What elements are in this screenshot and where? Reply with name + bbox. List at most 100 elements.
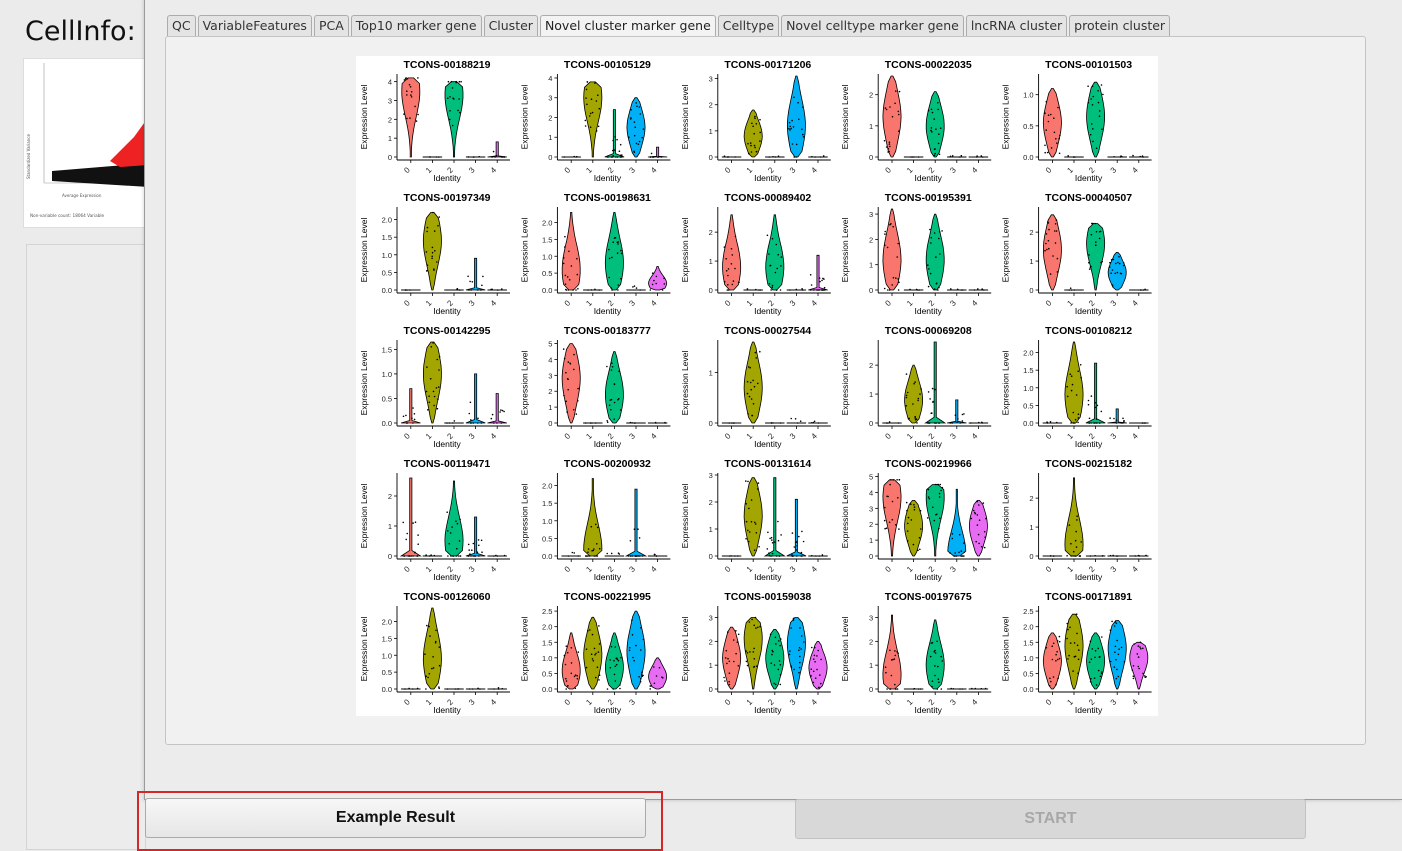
- cell-point: [618, 150, 621, 152]
- example-result-button[interactable]: Example Result: [145, 798, 646, 838]
- cell-point: [587, 629, 589, 632]
- cell-point: [406, 94, 408, 96]
- cell-point: [405, 414, 407, 417]
- cell-point: [772, 155, 774, 158]
- cell-point: [771, 237, 774, 240]
- cell-point: [771, 542, 774, 544]
- x-tick-label: 0: [563, 564, 573, 574]
- cell-point: [913, 503, 915, 506]
- cell-point: [935, 256, 937, 258]
- tab-qc[interactable]: QC: [167, 15, 196, 36]
- tab-cluster[interactable]: Cluster: [483, 15, 538, 36]
- cell-point: [586, 81, 589, 83]
- cell-point: [1097, 669, 1100, 672]
- cell-point: [630, 555, 632, 557]
- x-tick-label: 4: [1130, 564, 1140, 574]
- x-tick-label: 1: [424, 431, 434, 441]
- cell-point: [976, 514, 979, 516]
- violin-shape: [1107, 251, 1127, 291]
- cell-point: [616, 156, 619, 158]
- cell-point: [595, 422, 597, 424]
- cell-point: [723, 155, 726, 157]
- tab-celltype[interactable]: Celltype: [717, 15, 780, 36]
- cell-point: [432, 667, 435, 669]
- x-axis-label: Identity: [433, 306, 461, 316]
- cell-point: [1069, 642, 1072, 644]
- cell-point: [492, 150, 495, 153]
- cell-point: [935, 422, 938, 424]
- tab-pca[interactable]: PCA: [313, 15, 349, 36]
- cell-point: [766, 548, 769, 550]
- cell-point: [1069, 373, 1072, 376]
- y-tick-label: 0: [548, 419, 552, 428]
- cell-point: [930, 242, 932, 244]
- cell-point: [729, 555, 731, 557]
- cell-point: [427, 409, 429, 411]
- x-tick-label: 2: [766, 165, 776, 175]
- cell-point: [576, 257, 578, 260]
- cell-point: [1076, 519, 1078, 521]
- cell-point: [933, 118, 935, 120]
- cell-point: [910, 503, 912, 506]
- cell-point: [1051, 658, 1054, 661]
- x-axis-label: Identity: [914, 306, 942, 316]
- cell-point: [594, 82, 596, 84]
- cell-point: [447, 530, 449, 532]
- cell-point: [610, 287, 613, 289]
- cell-point: [912, 688, 915, 690]
- tab-protein-cluster[interactable]: protein cluster: [1069, 15, 1171, 36]
- cell-point: [894, 524, 897, 526]
- cell-point: [779, 289, 782, 291]
- cell-point: [748, 395, 751, 398]
- cell-point: [777, 155, 780, 157]
- cell-point: [1092, 140, 1094, 143]
- cell-point: [482, 275, 484, 278]
- tab-novel-cluster-marker-gene[interactable]: Novel cluster marker gene: [539, 15, 716, 37]
- svg-text:Standardized Variance: Standardized Variance: [26, 134, 31, 179]
- violin-shape: [400, 388, 421, 424]
- start-button[interactable]: START: [795, 799, 1306, 839]
- cell-point: [938, 286, 940, 289]
- panel-title: TCONS-00195391: [885, 192, 972, 204]
- cell-point: [796, 545, 798, 547]
- cell-point: [957, 418, 959, 420]
- cell-point: [883, 287, 886, 290]
- cell-point: [628, 136, 630, 138]
- cell-point: [565, 688, 567, 690]
- cell-point: [588, 115, 591, 117]
- cell-point: [933, 232, 936, 234]
- cell-point: [1109, 417, 1111, 419]
- cell-point: [938, 422, 941, 424]
- cell-point: [813, 289, 815, 291]
- y-tick-label: 2: [548, 113, 552, 122]
- cell-point: [403, 79, 406, 81]
- cell-point: [642, 128, 645, 130]
- tab-variable-features[interactable]: VariableFeatures: [197, 15, 312, 36]
- tab-top10-marker-gene[interactable]: Top10 marker gene: [350, 15, 482, 36]
- cell-point: [1049, 273, 1052, 275]
- cell-point: [771, 284, 774, 287]
- violin-shape: [1064, 613, 1084, 690]
- cell-point: [1073, 156, 1075, 158]
- tab-lncrna-cluster[interactable]: lncRNA cluster: [965, 15, 1068, 36]
- cell-point: [769, 264, 771, 267]
- cell-point: [746, 380, 749, 383]
- violin-shape: [1042, 632, 1062, 690]
- cell-point: [737, 555, 739, 557]
- x-tick-label: 0: [883, 697, 893, 707]
- cell-point: [1045, 233, 1048, 235]
- cell-point: [1114, 621, 1117, 623]
- cell-point: [891, 500, 894, 503]
- cell-point: [1045, 129, 1047, 131]
- cell-point: [567, 289, 570, 291]
- cell-point: [800, 648, 802, 650]
- cell-point: [456, 288, 458, 291]
- cell-point: [1049, 677, 1051, 680]
- cell-point: [1115, 659, 1117, 661]
- cell-point: [920, 388, 922, 390]
- y-tick-label: 1.0: [1023, 384, 1033, 393]
- tab-novel-celltype-marker-gene[interactable]: Novel celltype marker gene: [781, 15, 964, 36]
- cell-point: [1090, 677, 1092, 680]
- violin-shape: [786, 617, 806, 690]
